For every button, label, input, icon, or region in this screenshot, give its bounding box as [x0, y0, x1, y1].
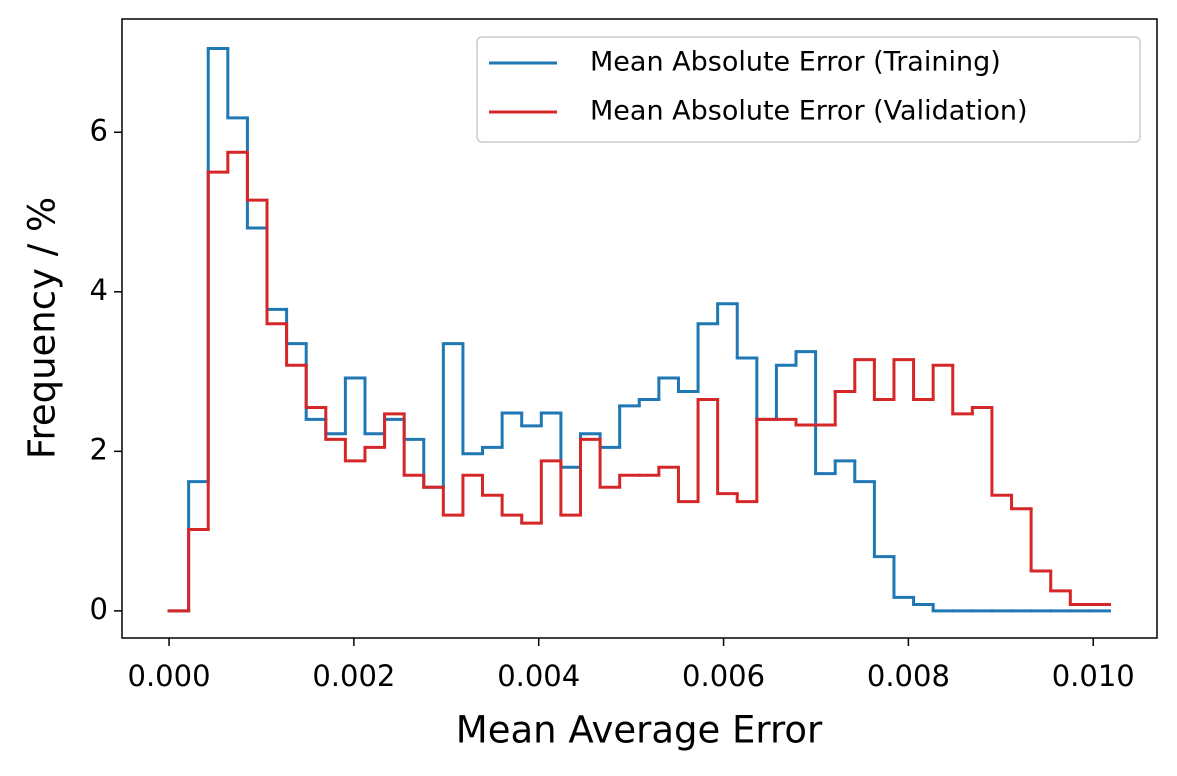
plot-frame: [121, 18, 1158, 639]
y-tick-label: 4: [90, 273, 108, 307]
x-axis-label: Mean Average Error: [456, 709, 823, 752]
y-tick-label: 0: [90, 592, 108, 626]
x-tick-label: 0.006: [682, 659, 765, 693]
x-tick-label: 0.008: [867, 659, 950, 693]
legend-box: [476, 36, 1141, 143]
x-tick-label: 0.010: [1052, 659, 1135, 693]
legend-label: Mean Absolute Error (Training): [590, 47, 1001, 78]
x-tick-label: 0.004: [497, 659, 580, 693]
legend-label: Mean Absolute Error (Validation): [590, 96, 1028, 127]
x-tick-label: 0.000: [128, 659, 211, 693]
x-tick-label: 0.002: [312, 659, 395, 693]
y-tick-label: 2: [90, 432, 108, 466]
y-axis-label: Frequency / %: [21, 197, 64, 459]
y-tick-label: 6: [90, 113, 108, 147]
